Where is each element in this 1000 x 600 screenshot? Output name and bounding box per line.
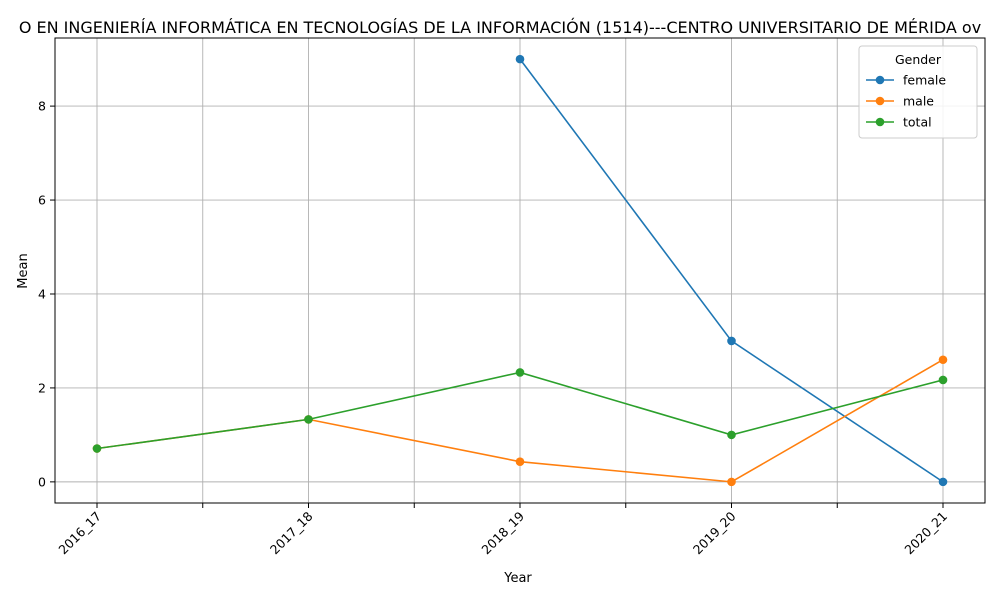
legend-entry-female: female: [866, 73, 946, 88]
x-tick-label: 2016_17: [55, 509, 104, 558]
legend-swatch-marker: [875, 117, 885, 127]
data-point-total: [304, 415, 313, 424]
y-tick-label: 6: [38, 193, 46, 208]
y-axis-ticks: 0 2 4 6 8: [38, 99, 55, 489]
data-point-total: [515, 368, 525, 377]
legend-box: [858, 45, 978, 139]
data-point-total: [727, 430, 736, 440]
y-tick-label: 8: [38, 99, 46, 114]
legend-label: total: [903, 115, 932, 130]
series-female: [515, 54, 948, 487]
y-axis-label: Mean: [16, 253, 31, 288]
x-axis-label: Year: [503, 571, 532, 586]
y-tick-label: 4: [38, 286, 46, 301]
y-tick-label: 0: [38, 474, 46, 489]
series-layer: [92, 54, 948, 487]
y-tick-label: 2: [38, 380, 46, 395]
data-point-male: [727, 477, 736, 487]
chart-title: O EN INGENIERÍA INFORMÁTICA EN TECNOLOGÍ…: [19, 18, 981, 37]
legend-label: male: [903, 94, 934, 109]
data-point-total: [92, 444, 102, 453]
legend-title: Gender: [895, 52, 942, 67]
series-total: [92, 368, 948, 453]
data-point-female: [938, 477, 948, 487]
data-point-female: [727, 336, 736, 346]
x-tick-label: 2018_19: [478, 508, 527, 557]
legend-entries: female male total: [866, 73, 946, 130]
legend: Gender female male total: [858, 45, 978, 139]
x-axis-ticks: 2016_17 2017_18 2018_19 2019_20 2020_21: [55, 503, 950, 557]
x-tick-label: 2019_20: [690, 508, 739, 557]
x-tick-label: 2017_18: [267, 508, 316, 557]
legend-entry-total: total: [866, 115, 932, 130]
data-point-male: [938, 355, 948, 365]
legend-swatch-marker: [875, 75, 885, 85]
legend-entry-male: male: [866, 94, 934, 109]
legend-swatch-marker: [875, 96, 885, 106]
x-tick-label: 2020_21: [901, 509, 950, 558]
data-point-male: [515, 457, 525, 466]
data-point-female: [515, 54, 525, 64]
data-point-total: [938, 375, 948, 385]
grid: [55, 38, 985, 503]
legend-label: female: [903, 73, 946, 88]
